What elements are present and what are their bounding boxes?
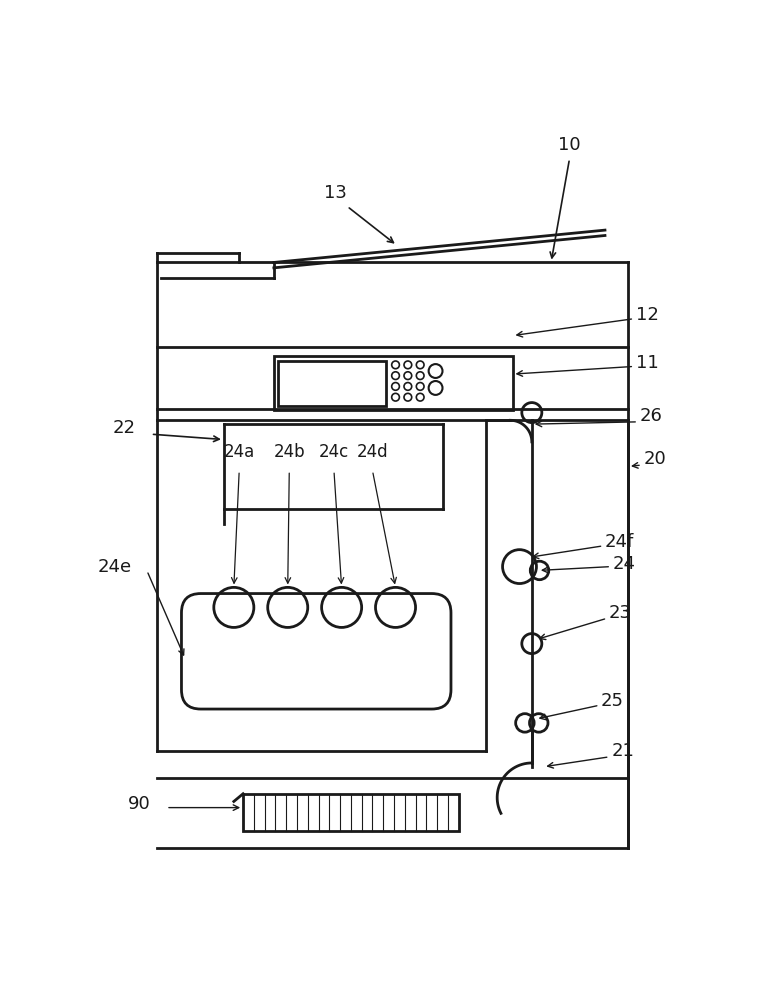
Text: 20: 20 xyxy=(644,450,666,468)
Text: 24c: 24c xyxy=(319,443,349,461)
Text: 24: 24 xyxy=(613,555,636,573)
Text: 24d: 24d xyxy=(357,443,389,461)
Text: 21: 21 xyxy=(611,742,634,760)
Text: 24f: 24f xyxy=(605,533,635,551)
Text: 22: 22 xyxy=(112,419,135,437)
Text: 12: 12 xyxy=(636,306,659,324)
Text: 10: 10 xyxy=(558,136,581,154)
Text: 24e: 24e xyxy=(97,558,131,576)
Text: 24b: 24b xyxy=(273,443,305,461)
Bar xyxy=(243,794,458,831)
Text: 26: 26 xyxy=(640,407,663,425)
Bar xyxy=(279,361,386,406)
Text: 13: 13 xyxy=(324,184,347,202)
Text: 11: 11 xyxy=(636,354,659,372)
Text: 90: 90 xyxy=(128,795,151,813)
Text: 23: 23 xyxy=(609,604,631,622)
Bar xyxy=(274,356,512,410)
Text: 25: 25 xyxy=(601,692,624,710)
Text: 24a: 24a xyxy=(224,443,255,461)
